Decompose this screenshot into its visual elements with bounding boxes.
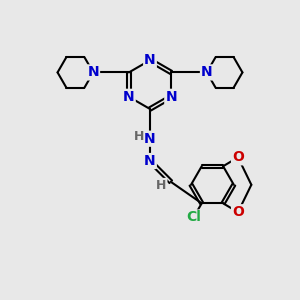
Text: N: N [87,65,99,80]
Text: O: O [232,205,244,219]
Text: N: N [165,90,177,104]
Text: N: N [123,90,135,104]
Text: Cl: Cl [186,211,201,224]
Text: O: O [232,150,244,164]
Text: N: N [144,154,156,168]
Text: H: H [134,130,144,143]
Text: H: H [156,179,166,192]
Text: N: N [201,65,213,80]
Text: N: N [144,53,156,67]
Text: N: N [144,132,156,146]
